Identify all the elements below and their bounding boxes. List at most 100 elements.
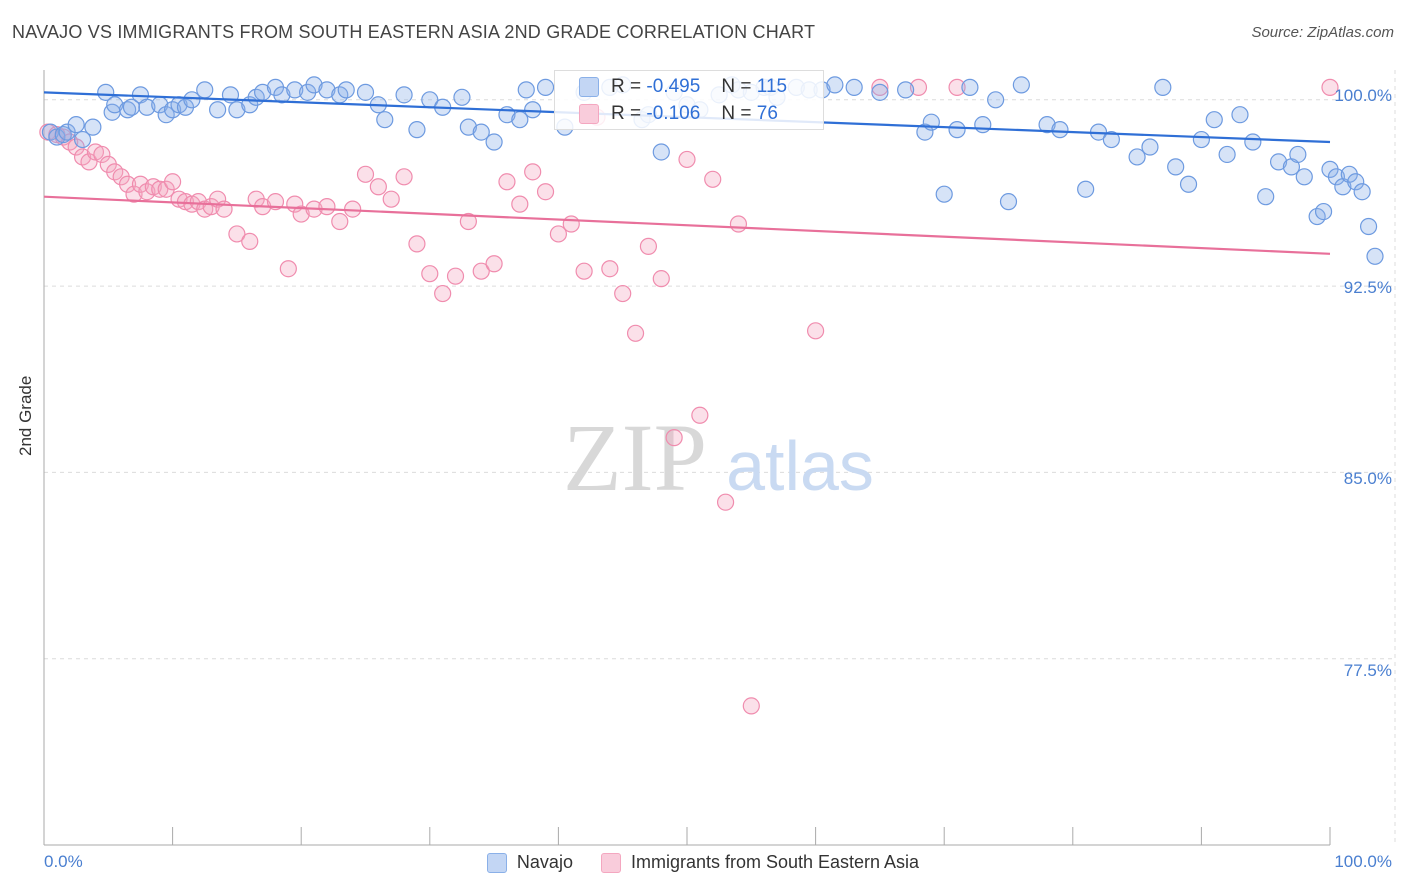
navajo-point bbox=[987, 91, 1005, 109]
navajo-point bbox=[1289, 145, 1307, 164]
navajo-point bbox=[273, 86, 291, 104]
navajo-points bbox=[41, 76, 1384, 265]
immigrants-point bbox=[639, 237, 658, 255]
navajo-point bbox=[961, 78, 979, 96]
n-label: N = bbox=[721, 76, 752, 97]
immigrants-point bbox=[536, 183, 555, 201]
immigrants-point bbox=[356, 165, 375, 183]
watermark-atlas: atlas bbox=[726, 427, 874, 505]
immigrants-point bbox=[318, 198, 336, 216]
immigrants-point bbox=[665, 429, 683, 447]
navajo-point bbox=[408, 121, 426, 139]
immigrants-point bbox=[614, 284, 632, 303]
navajo-point bbox=[1179, 175, 1198, 193]
navajo-point bbox=[1231, 106, 1249, 124]
immigrants-point bbox=[652, 270, 670, 288]
navajo-point bbox=[286, 81, 304, 99]
navajo-point bbox=[73, 130, 92, 149]
navajo-swatch bbox=[579, 77, 599, 97]
navajo-point bbox=[1154, 78, 1172, 96]
r-label: R = bbox=[611, 103, 642, 124]
navajo-point bbox=[67, 116, 85, 134]
navajo-point bbox=[356, 83, 375, 101]
immigrants-point bbox=[395, 168, 413, 186]
watermark: ZIP atlas bbox=[563, 404, 874, 511]
r-value: -0.495 bbox=[646, 76, 701, 97]
r-label: R = bbox=[611, 76, 642, 97]
immigrants-point bbox=[806, 322, 825, 340]
navajo-point bbox=[974, 116, 992, 134]
navajo-point bbox=[183, 91, 201, 109]
y-tick-label: 85.0% bbox=[1343, 469, 1392, 488]
navajo-point bbox=[97, 83, 115, 101]
navajo-point bbox=[652, 143, 670, 161]
navajo-point bbox=[1295, 168, 1313, 186]
immigrants-point bbox=[369, 178, 387, 196]
navajo-point bbox=[1128, 148, 1146, 166]
navajo-point bbox=[1205, 111, 1223, 129]
legend-item-navajo[interactable]: Navajo bbox=[486, 852, 573, 873]
navajo-point bbox=[472, 123, 490, 141]
navajo-point bbox=[305, 76, 323, 94]
navajo-point bbox=[1167, 158, 1185, 176]
immigrants-point bbox=[691, 406, 709, 424]
navajo-point bbox=[1051, 121, 1069, 139]
navajo-point bbox=[485, 133, 503, 151]
navajo-point bbox=[935, 185, 953, 203]
n-value: 115 bbox=[756, 76, 788, 97]
immigrants-point bbox=[421, 265, 439, 283]
navajo-swatch bbox=[486, 852, 507, 873]
navajo-point bbox=[1353, 183, 1371, 201]
immigrants-points bbox=[39, 78, 1339, 715]
axes bbox=[43, 70, 1331, 846]
immigrants-point bbox=[164, 173, 182, 191]
immigrants-point bbox=[1321, 78, 1339, 96]
immigrants-point bbox=[678, 150, 696, 169]
immigrants-trend-line bbox=[43, 195, 1331, 255]
immigrants-point bbox=[524, 163, 542, 181]
navajo-point bbox=[536, 78, 555, 96]
navajo-point bbox=[1366, 247, 1384, 265]
immigrants-point bbox=[331, 212, 349, 231]
navajo-point bbox=[318, 81, 336, 99]
y-tick-label: 77.5% bbox=[1343, 661, 1392, 680]
immigrants-point bbox=[549, 225, 568, 243]
x-tick-min: 0.0% bbox=[44, 852, 83, 871]
navajo-point bbox=[1269, 153, 1288, 171]
navajo-point bbox=[826, 76, 844, 94]
navajo-point bbox=[897, 81, 915, 99]
immigrants-point bbox=[125, 185, 143, 203]
navajo-point bbox=[1244, 133, 1262, 151]
legend-item-immigrants[interactable]: Immigrants from South Eastern Asia bbox=[600, 852, 919, 873]
immigrants-point bbox=[626, 324, 645, 342]
navajo-point bbox=[1102, 130, 1120, 149]
r-value: -0.106 bbox=[646, 103, 701, 124]
stats-row-immigrants: R = -0.106 N = 76 bbox=[579, 101, 778, 127]
navajo-point bbox=[524, 101, 542, 119]
immigrants-point bbox=[408, 235, 426, 253]
immigrants-point bbox=[704, 170, 722, 188]
navajo-point bbox=[871, 83, 889, 101]
immigrants-point bbox=[742, 697, 760, 715]
immigrants-point bbox=[485, 255, 503, 273]
immigrants-point bbox=[446, 267, 465, 285]
immigrants-point bbox=[228, 225, 246, 243]
immigrants-swatch bbox=[579, 104, 599, 124]
stats-box: R = -0.495 N = 115 R = -0.106 N = 76 bbox=[554, 70, 824, 130]
navajo-point bbox=[845, 78, 863, 96]
navajo-point bbox=[138, 98, 156, 116]
immigrants-point bbox=[601, 260, 619, 278]
navajo-point bbox=[1218, 145, 1236, 164]
immigrants-swatch bbox=[600, 852, 621, 873]
navajo-point bbox=[395, 86, 413, 104]
navajo-point bbox=[228, 101, 246, 119]
immigrants-point bbox=[909, 78, 928, 96]
navajo-point bbox=[106, 96, 124, 114]
navajo-point bbox=[1257, 188, 1275, 206]
n-label: N = bbox=[721, 103, 752, 124]
navajo-point bbox=[1314, 202, 1333, 221]
y-axis-title: 2nd Grade bbox=[16, 375, 35, 456]
immigrants-point bbox=[948, 78, 966, 96]
immigrants-point bbox=[716, 493, 735, 511]
